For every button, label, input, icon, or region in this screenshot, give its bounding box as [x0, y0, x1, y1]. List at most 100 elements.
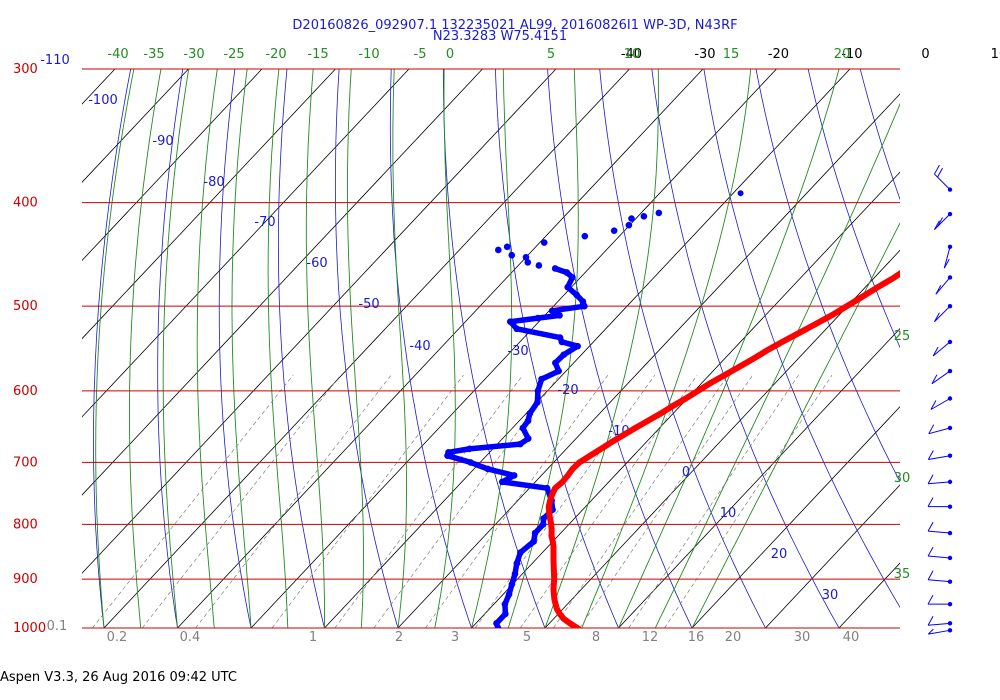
- pressure-label: 400: [13, 196, 38, 211]
- wind-barb-staff: [928, 530, 951, 534]
- dry-adiabat-label: 30: [822, 588, 839, 603]
- dry-adiabat-line: [278, 69, 325, 628]
- dry-adiabat-line: [218, 69, 252, 628]
- wind-barb-flag: [943, 258, 950, 269]
- mixing-ratio-label: 20: [725, 630, 742, 645]
- isotherm-line: [324, 69, 851, 628]
- moist-adiabat-label: 10: [624, 47, 641, 62]
- dewpoint-point: [625, 221, 633, 229]
- isotherm-line: [82, 69, 263, 262]
- wind-barb: [927, 594, 953, 607]
- moist-adiabat-label: -10: [358, 47, 379, 62]
- wind-barb-staff: [928, 629, 951, 635]
- isotherm-line: [544, 249, 900, 628]
- pressure-label: 700: [13, 455, 38, 470]
- dewpoint-point: [508, 251, 516, 259]
- moist-adiabat-label: 30: [894, 471, 911, 486]
- wind-barb: [927, 570, 953, 584]
- temperature-line: [545, 269, 900, 628]
- pressure-label: 300: [13, 62, 38, 77]
- pressure-lines: [82, 68, 900, 629]
- dry-adiabat-label: -110: [40, 53, 70, 68]
- wind-barb-flag: [927, 450, 934, 460]
- dewpoint-point: [522, 253, 530, 261]
- wind-barb-staff: [935, 277, 951, 295]
- moist-adiabat-label: -20: [265, 47, 286, 62]
- wind-barb-flag: [937, 167, 943, 178]
- wind-barb: [943, 244, 953, 269]
- wind-barb-staff: [934, 173, 951, 190]
- mixing-ratio-label: 30: [794, 630, 811, 645]
- mixing-ratio-label: 0.2: [107, 630, 128, 645]
- wind-barb-flag: [931, 374, 938, 384]
- dewpoint-point: [737, 190, 744, 197]
- wind-barb-staff: [928, 481, 951, 485]
- isotherm-label: 0: [921, 47, 929, 62]
- dry-adiabat-line: [599, 69, 766, 628]
- mixing-ratio-labels: 0.10.2 0.4 1 2 3 5 8 12 16 20 30 40: [47, 619, 860, 645]
- pressure-labels: 300 400 500 600 700 800 900 1000: [13, 62, 46, 636]
- dry-adiabat-label: -100: [88, 93, 118, 108]
- moist-adiabat-label: 15: [723, 47, 740, 62]
- dewpoint-point: [610, 227, 618, 235]
- moist-adiabat-label: 0: [446, 47, 454, 62]
- wind-barb-flag: [934, 164, 940, 175]
- dry-adiabat-label: 0: [682, 465, 690, 480]
- wind-barb-flag: [927, 497, 934, 507]
- mixing-ratio-label: 5: [523, 630, 531, 645]
- dewpoint-series: [444, 190, 744, 628]
- pressure-label: 1000: [13, 621, 46, 636]
- wind-barb: [935, 275, 953, 295]
- dry-adiabat-label: -70: [254, 215, 275, 230]
- moist-adiabat-label: 35: [894, 567, 911, 582]
- wind-barb: [934, 164, 953, 192]
- moist-adiabat-line: [434, 69, 456, 628]
- isotherm-lines: [82, 69, 900, 628]
- isotherm-line: [250, 69, 777, 628]
- mixing-ratio-line: [142, 374, 341, 628]
- wind-barb-staff: [928, 455, 951, 461]
- isotherm-label: -20: [768, 47, 789, 62]
- dry-adiabat-line: [389, 69, 472, 628]
- wind-barb-staff: [943, 246, 951, 269]
- mixing-ratio-label: 12: [642, 630, 659, 645]
- wind-barb: [927, 474, 953, 485]
- wind-barb-flag: [927, 628, 934, 635]
- dry-adiabat-label: -40: [409, 339, 430, 354]
- mixing-ratio-line: [520, 374, 698, 628]
- dry-adiabat-label: 20: [771, 547, 788, 562]
- isotherm-label: -40: [621, 47, 642, 62]
- isotherm-line: [82, 69, 116, 105]
- isotherm-line: [82, 69, 336, 340]
- pressure-label: 800: [13, 517, 38, 532]
- wind-barb-flag: [927, 570, 934, 580]
- dewpoint-point: [655, 209, 663, 217]
- moist-adiabat-line: [471, 69, 513, 628]
- dry-adiabat-line: [651, 69, 840, 628]
- dewpoint-point: [494, 246, 502, 254]
- pressure-label: 500: [13, 299, 38, 314]
- isotherm-line: [397, 93, 900, 628]
- mixing-ratio-line: [664, 374, 833, 628]
- software-footer: Aspen V3.3, 26 Aug 2016 09:42 UTC: [0, 670, 237, 685]
- wind-barb: [934, 211, 953, 230]
- wind-barb-flag: [930, 400, 937, 410]
- mixing-ratio-label: 0.1: [47, 619, 68, 634]
- moist-adiabat-line: [392, 69, 407, 628]
- isotherm-label: -10: [841, 47, 862, 62]
- dry-adiabat-labels: -110-100-90-80-70-60-50-40 -30-20-1001020…: [40, 53, 838, 603]
- isotherm-label: 10: [991, 47, 1000, 62]
- header-layer: D20160826_092907.1 132235021 AL99, 20160…: [292, 18, 737, 44]
- wind-barb-flag: [932, 346, 939, 357]
- dry-adiabat-line: [27, 37, 87, 651]
- wind-barb-staff: [934, 305, 951, 323]
- isotherm-line: [691, 406, 900, 628]
- wind-barb-staff: [930, 398, 951, 410]
- wind-barb-staff: [928, 427, 951, 435]
- dry-adiabat-label: -50: [358, 297, 379, 312]
- wind-barb: [931, 368, 953, 385]
- isotherm-labels: -40-30-20-100102030405060: [621, 47, 1000, 62]
- wind-barb: [927, 497, 953, 509]
